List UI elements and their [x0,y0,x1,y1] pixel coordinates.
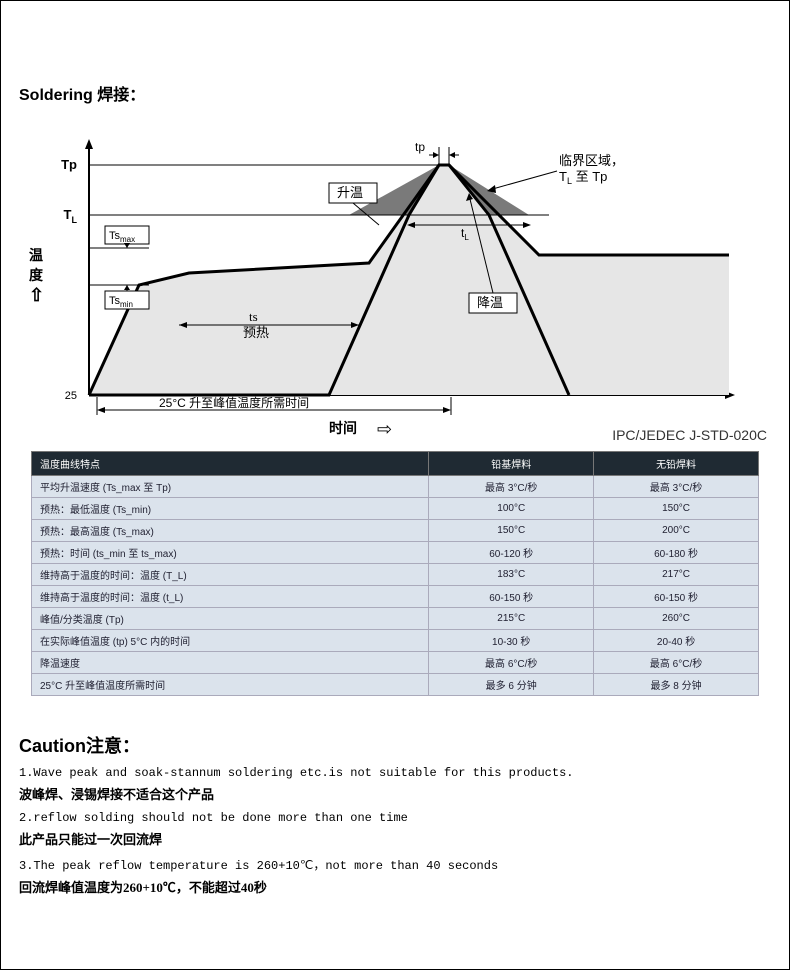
cell-pbfree: 60-150 秒 [594,586,759,608]
y-axis-label: 温度⇧ [29,245,44,306]
standard-reference: IPC/JEDEC J-STD-020C [612,427,767,443]
col-header-pbfree: 无铅焊料 [594,452,759,476]
table-row: 平均升温速度 (Ts_max 至 Tp)最高 3°C/秒最高 3°C/秒 [32,476,759,498]
cell-feature: 预热：最高温度 (Ts_max) [32,520,429,542]
svg-text:ts: ts [249,309,258,324]
cell-feature: 峰值/分类温度 (Tp) [32,608,429,630]
cell-pb: 215°C [429,608,594,630]
cell-pb: 100°C [429,498,594,520]
cell-feature: 在实际峰值温度 (tp) 5°C 内的时间 [32,630,429,652]
caution-line-zh: 此产品只能过一次回流焊 [19,829,771,848]
table-row: 降温速度最高 6°C/秒最高 6°C/秒 [32,652,759,674]
table-row: 维持高于温度的时间：温度 (T_L)183°C217°C [32,564,759,586]
table-row: 在实际峰值温度 (tp) 5°C 内的时间10-30 秒20-40 秒 [32,630,759,652]
cell-pbfree: 最高 6°C/秒 [594,652,759,674]
col-header-pb: 铅基焊料 [429,452,594,476]
cell-pb: 最高 6°C/秒 [429,652,594,674]
col-header-feature: 温度曲线特点 [32,452,429,476]
cell-pb: 150°C [429,520,594,542]
table-row: 预热：时间 (ts_min 至 ts_max)60-120 秒60-180 秒 [32,542,759,564]
svg-text:预热: 预热 [243,325,269,340]
cell-pbfree: 最多 8 分钟 [594,674,759,696]
section-title-soldering: Soldering 焊接： [19,81,771,105]
table-row: 预热：最低温度 (Ts_min)100°C150°C [32,498,759,520]
svg-text:25: 25 [65,390,77,402]
cell-pb: 最高 3°C/秒 [429,476,594,498]
svg-text:升温: 升温 [337,185,363,200]
svg-text:时间: 时间 [329,420,357,436]
cell-pbfree: 200°C [594,520,759,542]
chart-svg: 25TpTLTsmaxTsmin升温降温临界区域，TL 至 Tpts预热tptL… [29,135,749,445]
table-body: 平均升温速度 (Ts_max 至 Tp)最高 3°C/秒最高 3°C/秒预热：最… [32,476,759,696]
document-page: Soldering 焊接： 温度⇧ 25TpTLTsmaxTsmin升温降温临界… [0,0,790,970]
cell-pb: 60-120 秒 [429,542,594,564]
caution-line-en: 1.Wave peak and soak-stannum soldering e… [19,766,771,780]
cell-pbfree: 150°C [594,498,759,520]
cell-pb: 60-150 秒 [429,586,594,608]
svg-text:25°C 升至峰值温度所需时间: 25°C 升至峰值温度所需时间 [159,395,309,410]
svg-text:临界区域，: 临界区域， [559,153,624,168]
cell-feature: 平均升温速度 (Ts_max 至 Tp) [32,476,429,498]
table-row: 25°C 升至峰值温度所需时间最多 6 分钟最多 8 分钟 [32,674,759,696]
cell-feature: 维持高于温度的时间：温度 (t_L) [32,586,429,608]
svg-text:TL 至 Tp: TL 至 Tp [559,169,607,186]
cell-feature: 降温速度 [32,652,429,674]
cell-pbfree: 217°C [594,564,759,586]
cell-pbfree: 20-40 秒 [594,630,759,652]
caution-line-en: 2.reflow solding should not be done more… [19,811,771,825]
caution-list: 1.Wave peak and soak-stannum soldering e… [19,766,771,896]
cell-pb: 最多 6 分钟 [429,674,594,696]
caution-line-zh: 回流焊峰值温度为260+10℃，不能超过40秒 [19,877,771,896]
caution-line-zh: 波峰焊、浸锡焊接不适合这个产品 [19,784,771,803]
cell-feature: 预热：最低温度 (Ts_min) [32,498,429,520]
cell-feature: 维持高于温度的时间：温度 (T_L) [32,564,429,586]
table-row: 维持高于温度的时间：温度 (t_L)60-150 秒60-150 秒 [32,586,759,608]
reflow-profile-chart: 温度⇧ 25TpTLTsmaxTsmin升温降温临界区域，TL 至 Tpts预热… [29,135,771,445]
cell-pbfree: 最高 3°C/秒 [594,476,759,498]
cell-pbfree: 260°C [594,608,759,630]
solder-profile-table: 温度曲线特点 铅基焊料 无铅焊料 平均升温速度 (Ts_max 至 Tp)最高 … [31,451,759,696]
svg-text:tp: tp [415,140,425,154]
caution-line-en: 3.The peak reflow temperature is 260+10℃… [19,856,771,873]
cell-pbfree: 60-180 秒 [594,542,759,564]
cell-feature: 预热：时间 (ts_min 至 ts_max) [32,542,429,564]
cell-feature: 25°C 升至峰值温度所需时间 [32,674,429,696]
table-row: 预热：最高温度 (Ts_max)150°C200°C [32,520,759,542]
svg-text:⇨: ⇨ [377,419,392,439]
svg-text:TL: TL [64,207,78,225]
svg-text:降温: 降温 [477,295,503,310]
cell-pb: 10-30 秒 [429,630,594,652]
cell-pb: 183°C [429,564,594,586]
caution-title: Caution注意： [19,732,771,758]
svg-text:Tp: Tp [61,157,77,172]
table-header-row: 温度曲线特点 铅基焊料 无铅焊料 [32,452,759,476]
table-row: 峰值/分类温度 (Tp)215°C260°C [32,608,759,630]
